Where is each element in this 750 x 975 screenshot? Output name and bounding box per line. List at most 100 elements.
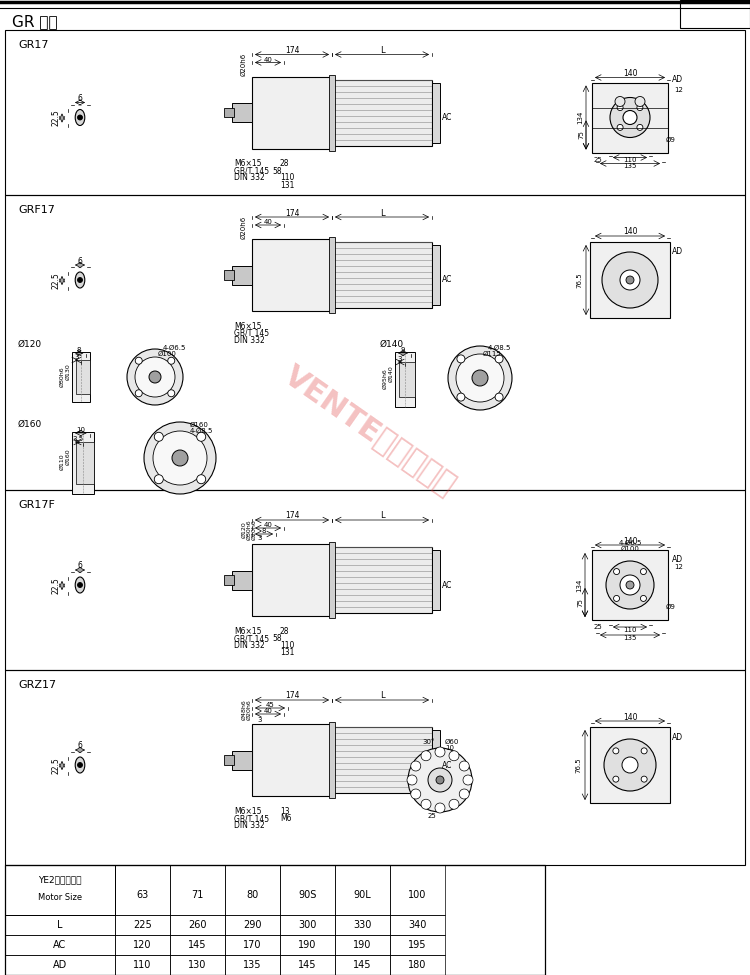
Circle shape — [459, 761, 470, 771]
Bar — [224, 270, 234, 280]
Circle shape — [623, 110, 637, 125]
Text: 135: 135 — [623, 164, 637, 170]
Bar — [224, 108, 234, 117]
Text: 180: 180 — [408, 960, 427, 970]
Text: 58: 58 — [272, 634, 282, 643]
Text: Ø20h6: Ø20h6 — [251, 520, 257, 540]
Text: L: L — [380, 512, 384, 521]
Text: 28: 28 — [280, 627, 290, 636]
Text: VENTE瓦玛特传动: VENTE瓦玛特传动 — [279, 360, 461, 500]
Text: AD: AD — [672, 75, 683, 84]
Text: GR17F: GR17F — [18, 500, 55, 510]
Text: 6: 6 — [77, 256, 82, 265]
Bar — [5, 865, 545, 975]
Circle shape — [127, 349, 183, 405]
Bar — [232, 265, 252, 285]
Text: 110: 110 — [280, 641, 294, 650]
Text: L: L — [380, 46, 384, 55]
Circle shape — [154, 475, 164, 484]
Text: 3.5: 3.5 — [72, 436, 83, 442]
Text: 131: 131 — [280, 180, 294, 189]
Text: 28: 28 — [280, 160, 290, 169]
Bar — [232, 751, 252, 769]
Text: AC: AC — [53, 940, 67, 950]
Circle shape — [407, 775, 417, 785]
Circle shape — [463, 775, 473, 785]
Text: GR17: GR17 — [18, 40, 49, 50]
Text: Ø120: Ø120 — [242, 522, 247, 538]
Circle shape — [135, 357, 175, 397]
Bar — [329, 237, 335, 313]
Bar — [252, 724, 332, 796]
Circle shape — [617, 104, 623, 110]
Text: 10: 10 — [445, 745, 454, 751]
Bar — [115, 955, 170, 975]
Text: AC: AC — [442, 580, 452, 590]
Text: 190: 190 — [353, 940, 372, 950]
Text: 71: 71 — [191, 890, 204, 900]
Bar — [170, 865, 225, 915]
Circle shape — [459, 789, 470, 799]
Bar — [232, 103, 252, 122]
Text: AD: AD — [672, 556, 683, 565]
Text: 145: 145 — [188, 940, 207, 950]
Text: 135: 135 — [623, 635, 637, 641]
Circle shape — [613, 776, 619, 782]
Circle shape — [614, 596, 620, 602]
Text: Ø20h6: Ø20h6 — [241, 53, 247, 76]
Ellipse shape — [75, 757, 85, 773]
Text: 30°: 30° — [422, 739, 434, 745]
Ellipse shape — [75, 109, 85, 126]
Circle shape — [457, 393, 465, 401]
Bar — [390, 865, 445, 915]
Circle shape — [472, 370, 488, 386]
Text: 3: 3 — [74, 354, 79, 360]
Text: GRZ17: GRZ17 — [18, 680, 56, 690]
Circle shape — [421, 751, 431, 760]
Text: 190: 190 — [298, 940, 316, 950]
Ellipse shape — [75, 577, 85, 593]
Text: 174: 174 — [285, 512, 299, 521]
Bar — [76, 442, 94, 484]
Bar — [5, 935, 115, 955]
Circle shape — [457, 355, 465, 363]
Bar — [280, 865, 335, 915]
Bar — [395, 352, 415, 407]
Circle shape — [77, 582, 82, 588]
Text: 40: 40 — [263, 219, 272, 225]
Circle shape — [449, 751, 459, 760]
Text: 22.5: 22.5 — [52, 758, 61, 774]
Bar — [5, 30, 745, 195]
Bar — [224, 756, 234, 764]
Bar — [335, 865, 390, 915]
Text: GB/T 145: GB/T 145 — [234, 329, 269, 338]
Text: 4-Ø8.5: 4-Ø8.5 — [488, 345, 512, 351]
Bar — [5, 490, 745, 670]
Text: 110: 110 — [134, 960, 152, 970]
Bar — [225, 915, 280, 935]
Circle shape — [641, 776, 647, 782]
Circle shape — [149, 371, 161, 383]
Text: 140: 140 — [622, 713, 638, 722]
Bar — [680, 0, 750, 28]
Bar — [5, 195, 745, 490]
Text: 134: 134 — [576, 578, 582, 592]
Text: 300: 300 — [298, 920, 316, 930]
Text: 90S: 90S — [298, 890, 316, 900]
Text: Ø160: Ø160 — [65, 448, 70, 465]
Text: AD: AD — [672, 732, 683, 742]
Text: DIN 332: DIN 332 — [234, 821, 265, 830]
Bar — [252, 76, 332, 148]
Text: 63: 63 — [136, 890, 148, 900]
Circle shape — [456, 354, 504, 402]
Text: Ø110: Ø110 — [59, 453, 64, 470]
Bar — [115, 865, 170, 915]
Text: Ø140: Ø140 — [388, 366, 394, 382]
Bar — [280, 935, 335, 955]
Bar — [592, 550, 668, 620]
Text: GB/T 145: GB/T 145 — [234, 167, 269, 176]
Text: 75: 75 — [577, 598, 583, 606]
Circle shape — [77, 762, 82, 767]
Bar — [224, 575, 234, 585]
Text: 195: 195 — [408, 940, 427, 950]
